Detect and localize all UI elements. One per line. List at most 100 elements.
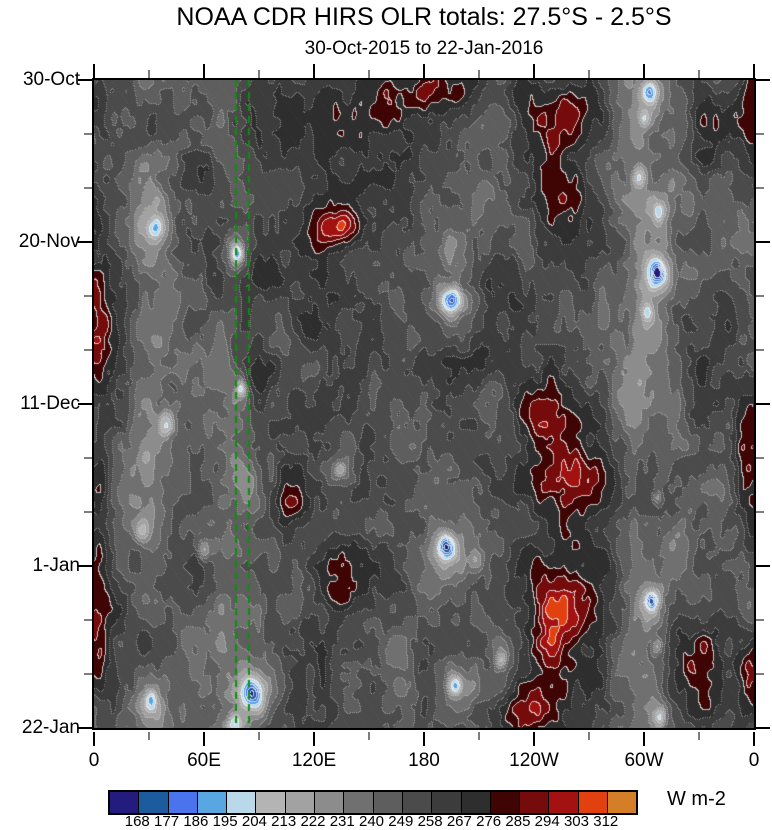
x-axis-label: 180: [408, 750, 440, 771]
y-minor-tick-left: [84, 349, 92, 351]
x-major-tick-bottom: [753, 732, 755, 746]
x-minor-tick-bottom: [148, 732, 150, 740]
y-minor-tick-right: [756, 511, 764, 513]
colorbar-cell: [284, 791, 316, 814]
y-axis-label: 1-Jan: [32, 555, 80, 576]
colorbar-units-label: W m-2: [667, 788, 726, 810]
colorbar-tick-label: 195: [212, 813, 238, 830]
colorbar-cell: [109, 791, 140, 814]
colorbar-tick-label: 177: [154, 813, 180, 830]
x-minor-tick-bottom: [478, 732, 480, 740]
colorbar-cell: [255, 791, 286, 814]
x-major-tick-bottom: [643, 732, 645, 746]
y-major-tick-left: [78, 727, 92, 729]
y-minor-tick-right: [756, 673, 764, 675]
x-minor-tick-top: [258, 70, 260, 78]
x-major-tick-top: [643, 64, 645, 78]
colorbar-tick-label: 168: [124, 813, 150, 830]
x-minor-tick-bottom: [258, 732, 260, 740]
colorbar-cell: [314, 791, 345, 814]
colorbar-tick-label: 312: [593, 813, 619, 830]
colorbar-cell: [167, 791, 198, 814]
y-minor-tick-left: [84, 133, 92, 135]
x-major-tick-top: [313, 64, 315, 78]
y-major-tick-right: [756, 241, 770, 243]
colorbar-tick-label: 294: [534, 813, 560, 830]
x-minor-tick-top: [148, 70, 150, 78]
x-major-tick-top: [423, 64, 425, 78]
y-minor-tick-left: [84, 295, 92, 297]
x-major-tick-bottom: [203, 732, 205, 746]
colorbar-tick-label: 204: [241, 813, 267, 830]
colorbar-cell: [577, 791, 609, 814]
y-axis-label: 11-Dec: [20, 393, 80, 414]
colorbar-tick-label: 267: [446, 813, 472, 830]
y-minor-tick-left: [84, 673, 92, 675]
y-minor-tick-left: [84, 619, 92, 621]
plot-frame: [92, 78, 756, 730]
colorbar-cell: [372, 791, 403, 814]
colorbar-cell: [431, 791, 462, 814]
y-minor-tick-right: [756, 619, 764, 621]
colorbar-tick-label: 285: [505, 813, 531, 830]
colorbar: [108, 790, 639, 815]
x-axis-label: 120W: [509, 750, 559, 771]
x-major-tick-bottom: [313, 732, 315, 746]
colorbar-tick-label: 186: [183, 813, 209, 830]
colorbar-tick-label: 276: [476, 813, 502, 830]
x-minor-tick-bottom: [588, 732, 590, 740]
y-minor-tick-right: [756, 457, 764, 459]
x-minor-tick-top: [588, 70, 590, 78]
colorbar-tick-label: 222: [300, 813, 326, 830]
y-minor-tick-right: [756, 295, 764, 297]
x-axis-label: 60E: [187, 750, 221, 771]
x-minor-tick-top: [698, 70, 700, 78]
x-major-tick-top: [533, 64, 535, 78]
y-minor-tick-right: [756, 133, 764, 135]
chart-title: NOAA CDR HIRS OLR totals: 27.5°S - 2.5°S: [176, 3, 672, 31]
y-major-tick-right: [756, 565, 770, 567]
y-major-tick-right: [756, 403, 770, 405]
colorbar-cell: [401, 791, 433, 814]
x-axis-label: 0: [88, 750, 100, 771]
y-axis-label: 30-Oct: [22, 69, 80, 90]
y-major-tick-right: [756, 79, 770, 81]
y-major-tick-left: [78, 79, 92, 81]
x-minor-tick-bottom: [698, 732, 700, 740]
chart-subtitle: 30-Oct-2015 to 22-Jan-2016: [304, 38, 544, 59]
colorbar-cell: [607, 791, 638, 814]
y-major-tick-left: [78, 565, 92, 567]
y-axis-label: 22-Jan: [21, 717, 80, 738]
y-minor-tick-right: [756, 349, 764, 351]
x-major-tick-top: [753, 64, 755, 78]
colorbar-tick-label: 249: [388, 813, 414, 830]
x-major-tick-bottom: [533, 732, 535, 746]
x-major-tick-bottom: [423, 732, 425, 746]
colorbar-cell: [548, 791, 579, 814]
colorbar-tick-label: 213: [271, 813, 297, 830]
colorbar-cell: [519, 791, 550, 814]
x-major-tick-bottom: [93, 732, 95, 746]
y-minor-tick-left: [84, 187, 92, 189]
olr-field-canvas: [94, 80, 754, 728]
colorbar-cell: [226, 791, 257, 814]
colorbar-tick-label: 303: [563, 813, 589, 830]
colorbar-tick-label: 231: [329, 813, 355, 830]
x-axis-label: 60W: [624, 750, 664, 771]
y-major-tick-right: [756, 727, 770, 729]
x-major-tick-top: [203, 64, 205, 78]
x-minor-tick-bottom: [368, 732, 370, 740]
y-minor-tick-left: [84, 457, 92, 459]
x-axis-label: 0: [748, 750, 760, 771]
colorbar-cell: [489, 791, 521, 814]
y-axis-label: 20-Nov: [18, 231, 80, 252]
x-major-tick-top: [93, 64, 95, 78]
colorbar-cell: [196, 791, 228, 814]
colorbar-tick-label: 240: [359, 813, 385, 830]
y-minor-tick-right: [756, 187, 764, 189]
y-minor-tick-left: [84, 511, 92, 513]
colorbar-cell: [460, 791, 491, 814]
colorbar-cell: [343, 791, 374, 814]
y-major-tick-left: [78, 241, 92, 243]
